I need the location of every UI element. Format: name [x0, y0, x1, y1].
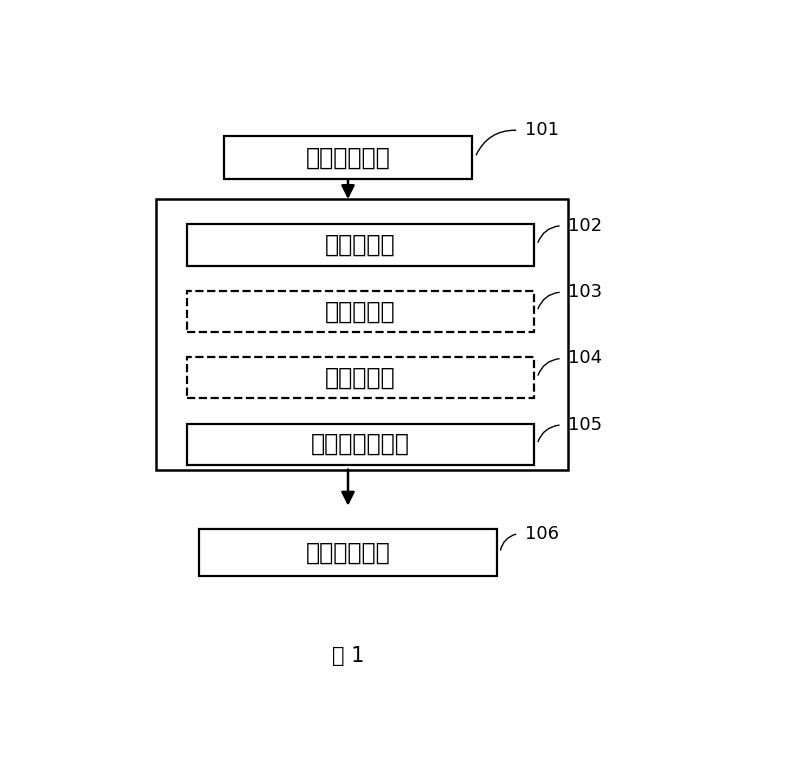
Text: 103: 103 [568, 283, 602, 301]
Text: 测试脚本层: 测试脚本层 [325, 233, 396, 257]
Bar [224, 136, 472, 180]
Bar [186, 224, 534, 266]
Text: 图 1: 图 1 [332, 645, 364, 666]
Bar [186, 291, 534, 332]
Bar [186, 423, 534, 465]
Bar [199, 529, 497, 576]
Text: 物理设备适配层: 物理设备适配层 [311, 432, 410, 456]
Text: 图形用户接口: 图形用户接口 [306, 146, 390, 169]
Text: 106: 106 [525, 524, 558, 543]
Text: 102: 102 [568, 216, 602, 234]
Text: 101: 101 [525, 122, 558, 140]
Text: 物理拓扑层: 物理拓扑层 [325, 366, 396, 390]
Bar [156, 199, 568, 470]
Bar [186, 358, 534, 398]
Text: 105: 105 [568, 416, 602, 434]
Text: 第三方底层库: 第三方底层库 [306, 541, 390, 565]
Text: 104: 104 [568, 350, 602, 368]
Text: 逻辑拓扑层: 逻辑拓扑层 [325, 299, 396, 324]
